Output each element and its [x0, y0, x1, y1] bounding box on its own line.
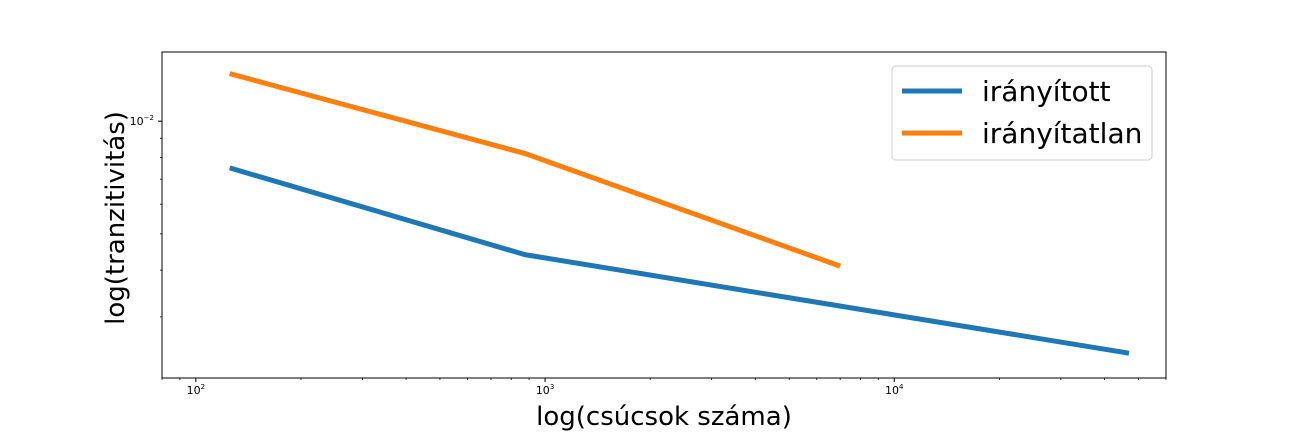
- series-layer: [228, 71, 1130, 356]
- legend-label-iranyitatlan: irányítatlan: [982, 117, 1142, 150]
- legend-label-iranyitott: irányított: [982, 75, 1111, 108]
- series-line-1: [229, 71, 842, 269]
- x-tick-label: 103: [536, 383, 554, 397]
- major-ticks: 102 103 104 10−2: [130, 114, 904, 397]
- legend: irányított irányítatlan: [891, 65, 1153, 161]
- minor-ticks: [160, 137, 1167, 380]
- series-line-0: [228, 165, 1130, 356]
- x-axis-title: log(csúcsok száma): [536, 402, 792, 432]
- x-tick-label: 104: [885, 383, 904, 397]
- y-tick-label: 10−2: [130, 114, 154, 128]
- y-axis-title: log(tranzitivitás): [101, 111, 131, 325]
- x-tick-label: 102: [187, 383, 205, 397]
